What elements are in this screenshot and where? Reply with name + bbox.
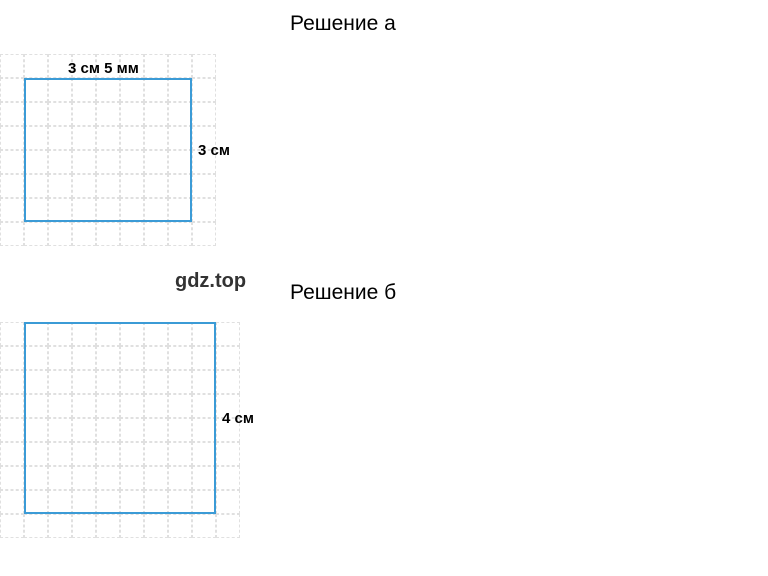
- grid-cell: [72, 222, 96, 246]
- grid-cell: [0, 370, 24, 394]
- grid-cell: [0, 322, 24, 346]
- diagram-b: 4 см: [0, 322, 240, 538]
- grid-cell: [120, 222, 144, 246]
- grid-cell: [192, 514, 216, 538]
- grid-cell: [0, 126, 24, 150]
- grid-cell: [0, 442, 24, 466]
- grid-cell: [48, 222, 72, 246]
- grid-cell: [120, 514, 144, 538]
- grid-cell: [192, 54, 216, 78]
- grid-cell: [0, 150, 24, 174]
- grid-cell: [216, 514, 240, 538]
- grid-cell: [216, 370, 240, 394]
- grid-cell: [0, 78, 24, 102]
- grid-a: 3 см 5 мм3 см: [0, 54, 216, 246]
- grid-cell: [0, 514, 24, 538]
- grid-cell: [96, 514, 120, 538]
- grid-cell: [96, 222, 120, 246]
- grid-cell: [216, 442, 240, 466]
- watermark: gdz.top: [175, 270, 246, 293]
- grid-cell: [0, 346, 24, 370]
- diagram-a: 3 см 5 мм3 см: [0, 54, 216, 246]
- grid-cell: [144, 54, 168, 78]
- grid-cell: [0, 102, 24, 126]
- grid-cell: [168, 54, 192, 78]
- grid-cell: [216, 466, 240, 490]
- solution-title-b: Решение б: [290, 281, 396, 305]
- grid-cell: [48, 514, 72, 538]
- grid-cell: [168, 222, 192, 246]
- grid-cell: [0, 490, 24, 514]
- grid-cell: [0, 394, 24, 418]
- grid-cell: [192, 222, 216, 246]
- dimension-label-right: 4 см: [222, 410, 254, 427]
- grid-cell: [0, 222, 24, 246]
- grid-cell: [144, 514, 168, 538]
- grid-cell: [0, 54, 24, 78]
- grid-cell: [168, 514, 192, 538]
- solution-title-a: Решение а: [290, 12, 396, 36]
- rectangle: [24, 78, 192, 222]
- grid-cell: [216, 490, 240, 514]
- dimension-label-right: 3 см: [198, 142, 230, 159]
- grid-cell: [24, 514, 48, 538]
- grid-cell: [216, 322, 240, 346]
- grid-cell: [192, 78, 216, 102]
- grid-b: 4 см: [0, 322, 240, 538]
- grid-cell: [192, 102, 216, 126]
- grid-cell: [0, 198, 24, 222]
- grid-cell: [0, 418, 24, 442]
- grid-cell: [24, 54, 48, 78]
- grid-cell: [216, 346, 240, 370]
- rectangle: [24, 322, 216, 514]
- grid-cell: [24, 222, 48, 246]
- grid-cell: [144, 222, 168, 246]
- grid-cell: [0, 174, 24, 198]
- grid-cell: [72, 514, 96, 538]
- dimension-label-top: 3 см 5 мм: [68, 60, 139, 77]
- grid-cell: [192, 198, 216, 222]
- grid-cell: [192, 174, 216, 198]
- grid-cell: [0, 466, 24, 490]
